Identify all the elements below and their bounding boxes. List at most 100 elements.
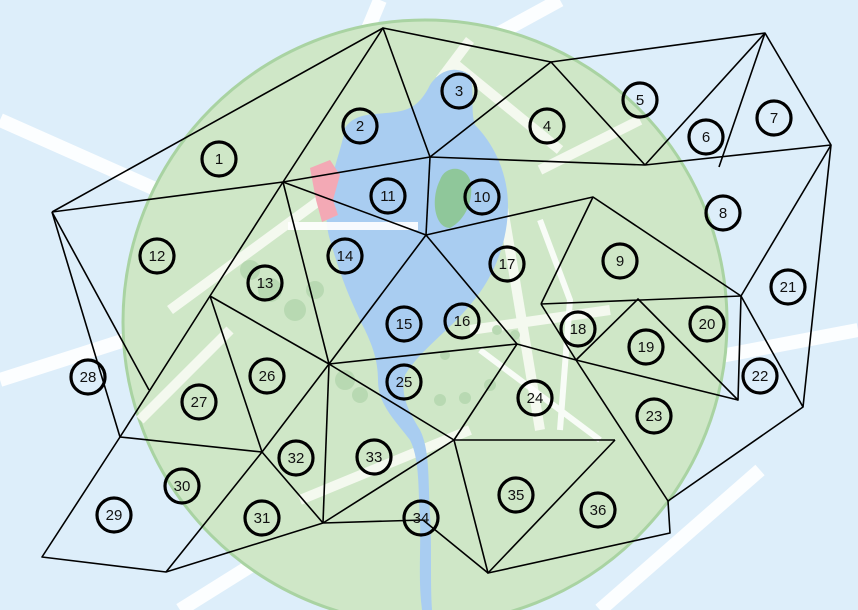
region-marker-29[interactable]: 29 [95,496,133,534]
region-marker-12[interactable]: 12 [138,237,176,275]
region-marker-ring [687,118,725,156]
region-marker-ring [369,177,407,215]
region-marker-9[interactable]: 9 [601,242,639,280]
region-marker-15[interactable]: 15 [385,305,423,343]
region-boundary-line [516,343,577,361]
region-label: 19 [638,339,655,356]
region-marker-ring [385,305,423,343]
region-label: 32 [288,450,305,467]
region-marker-ring [277,439,315,477]
region-label: 26 [259,368,276,385]
region-boundary-line [41,27,832,574]
region-marker-ring [463,178,501,216]
region-boundary-line [261,451,324,524]
region-marker-28[interactable]: 28 [69,358,107,396]
region-marker-24[interactable]: 24 [516,379,554,417]
region-marker-ring [341,107,379,145]
region-marker-3[interactable]: 3 [440,72,478,110]
region-label: 36 [590,502,607,519]
region-marker-23[interactable]: 23 [635,397,673,435]
region-marker-14[interactable]: 14 [326,237,364,275]
park-road [136,37,643,505]
region-marker-20[interactable]: 20 [688,305,726,343]
region-marker-1[interactable]: 1 [200,140,238,178]
region-marker-33[interactable]: 33 [355,438,393,476]
region-boundary-line [282,181,518,365]
region-marker-ring [180,383,218,421]
region-marker-13[interactable]: 13 [246,264,284,302]
region-marker-ring [402,499,440,537]
region-marker-7[interactable]: 7 [755,99,793,137]
region-label: 25 [396,374,413,391]
region-label: 13 [257,275,274,292]
region-marker-ring [516,379,554,417]
region-marker-36[interactable]: 36 [579,491,617,529]
region-boundary-line [740,144,832,297]
region-marker-ring [601,242,639,280]
region-label: 21 [780,279,797,296]
region-boundary-line [282,144,832,183]
region-marker-ring [385,363,423,401]
region-marker-ring [741,357,779,395]
region-marker-ring [69,358,107,396]
region-label: 31 [254,510,271,527]
region-marker-10[interactable]: 10 [463,178,501,216]
region-marker-2[interactable]: 2 [341,107,379,145]
region-label: 1 [215,151,223,168]
region-marker-26[interactable]: 26 [248,357,286,395]
region-label: 11 [380,188,396,205]
region-boundary-line [575,295,742,401]
region-label: 6 [702,129,710,146]
region-boundary-line [453,439,616,574]
region-marker-27[interactable]: 27 [180,383,218,421]
region-marker-8[interactable]: 8 [704,194,742,232]
region-marker-ring [688,305,726,343]
region-boundary-line [51,27,646,213]
region-marker-ring [200,140,238,178]
region-boundary-line [644,32,766,166]
region-boundary-line [328,343,518,365]
region-marker-34[interactable]: 34 [402,499,440,537]
region-label: 4 [543,118,551,135]
region-marker-ring [755,99,793,137]
region-label: 2 [356,118,364,135]
region-marker-ring [497,476,535,514]
region-marker-25[interactable]: 25 [385,363,423,401]
region-label: 35 [508,487,525,504]
region-boundary-line [209,295,263,453]
region-marker-21[interactable]: 21 [769,268,807,306]
region-marker-35[interactable]: 35 [497,476,535,514]
region-label: 17 [499,256,516,273]
region-label: 18 [570,321,587,338]
region-marker-ring [163,467,201,505]
region-marker-18[interactable]: 18 [559,310,597,348]
island [434,168,472,228]
region-boundary-line [540,196,594,305]
region-label: 5 [636,92,644,109]
region-marker-ring [138,237,176,275]
region-marker-22[interactable]: 22 [741,357,779,395]
region-marker-30[interactable]: 30 [163,467,201,505]
region-label: 7 [770,110,778,127]
region-label: 28 [80,369,97,386]
region-marker-16[interactable]: 16 [443,302,481,340]
region-marker-31[interactable]: 31 [243,499,281,537]
region-marker-17[interactable]: 17 [488,245,526,283]
region-marker-ring [95,496,133,534]
region-label: 23 [646,408,663,425]
region-marker-ring [621,81,659,119]
region-marker-ring [243,499,281,537]
region-marker-19[interactable]: 19 [627,328,665,366]
region-label: 24 [527,390,544,407]
region-marker-6[interactable]: 6 [687,118,725,156]
region-marker-5[interactable]: 5 [621,81,659,119]
region-label: 30 [174,478,191,495]
region-marker-ring [579,491,617,529]
region-label: 16 [454,313,471,330]
region-marker-32[interactable]: 32 [277,439,315,477]
region-marker-11[interactable]: 11 [369,177,407,215]
region-marker-ring [440,72,478,110]
region-marker-4[interactable]: 4 [528,107,566,145]
